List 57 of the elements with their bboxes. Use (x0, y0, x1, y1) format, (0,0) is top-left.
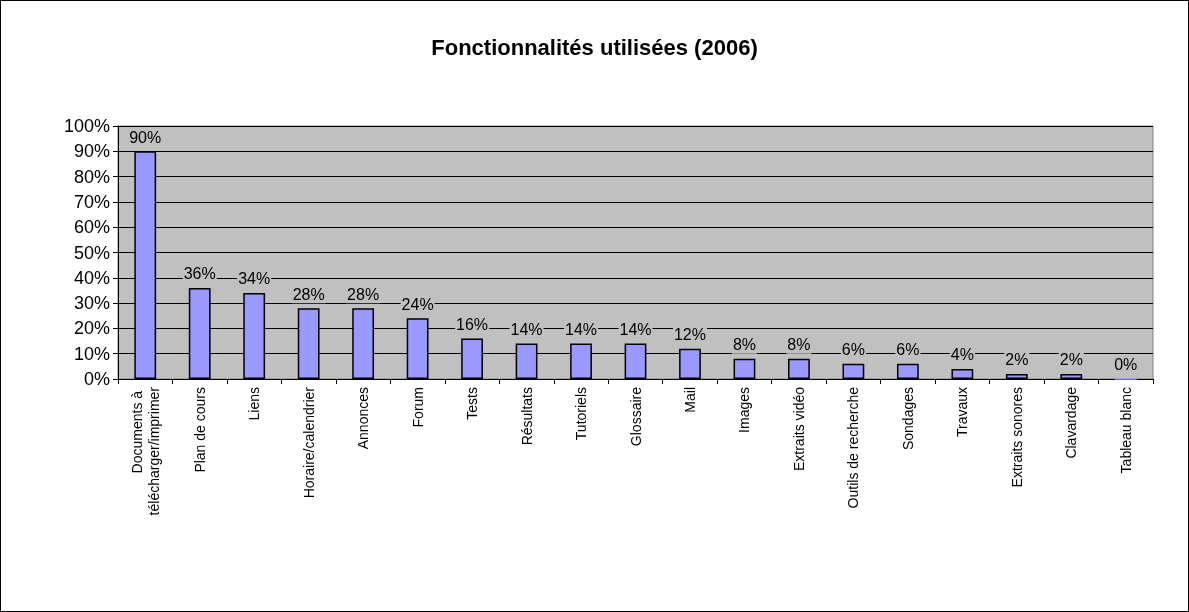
data-label: 28% (292, 285, 325, 303)
y-tick-label: 100% (63, 116, 110, 136)
x-tick-label: Résultats (518, 387, 535, 446)
data-label: 14% (510, 321, 543, 339)
data-label: 14% (565, 321, 598, 339)
x-tick-label: Liens (246, 387, 263, 421)
x-tick-label: Clavardage (1063, 386, 1080, 459)
x-tick-label: Outils de recherche (845, 386, 862, 509)
x-tick-label: Glossaire (627, 386, 644, 447)
x-tick-label: Images (736, 387, 753, 433)
data-label: 0% (1114, 355, 1138, 373)
x-tick-label: Tests (464, 387, 481, 420)
y-tick-label: 20% (73, 318, 110, 339)
x-tick-label: Mail (681, 387, 698, 413)
data-label: 34% (238, 270, 271, 288)
x-tick-label: Tutoriels (573, 387, 590, 441)
x-tick-label: Extraits vidéo (790, 386, 807, 472)
data-label: 6% (841, 341, 865, 359)
data-label: 4% (950, 346, 974, 364)
data-label: 90% (129, 128, 162, 146)
data-label: 36% (183, 265, 216, 283)
data-label: 8% (787, 336, 811, 354)
x-tick-label: Annonces (355, 387, 372, 450)
bar (951, 368, 974, 379)
data-label: 12% (673, 326, 706, 344)
y-tick-label: 90% (73, 141, 110, 162)
data-label: 14% (619, 321, 652, 339)
x-tick-label: Horaire/calendrier (300, 386, 317, 499)
data-label: 2% (1059, 351, 1083, 369)
x-tick-label: Extraits sonores (1008, 387, 1025, 488)
y-tick-label: 80% (73, 166, 110, 187)
data-label: 8% (732, 336, 757, 354)
x-tick-label: Tableau blanc (1117, 387, 1134, 474)
y-tick-label: 60% (73, 217, 110, 238)
x-tick-label: Travaux (954, 387, 971, 438)
bar (842, 363, 865, 379)
y-tick-label: 30% (73, 293, 110, 314)
bar (733, 358, 756, 379)
bar (1060, 373, 1083, 379)
data-label: 28% (347, 285, 380, 303)
x-tick-label: Forum (409, 387, 426, 428)
y-tick-label: 40% (73, 267, 110, 288)
data-label: 16% (456, 316, 489, 334)
x-tick-label: Sondages (899, 387, 916, 451)
chart-title: Fonctionnalités utilisées (2006) (431, 34, 758, 60)
y-tick-label: 10% (73, 343, 110, 364)
bar (788, 358, 810, 379)
y-tick-label: 50% (73, 242, 110, 263)
bar (1005, 373, 1028, 379)
data-label: 24% (401, 295, 434, 313)
bar (896, 363, 919, 379)
data-label: 6% (896, 341, 920, 359)
y-tick-label: 70% (73, 191, 110, 212)
y-tick-label: 0% (83, 369, 110, 389)
x-tick-label: Documents à télécharger/imprimer (128, 386, 162, 516)
data-label: 2% (1005, 351, 1029, 369)
x-tick-label: Plan de cours (191, 387, 208, 473)
